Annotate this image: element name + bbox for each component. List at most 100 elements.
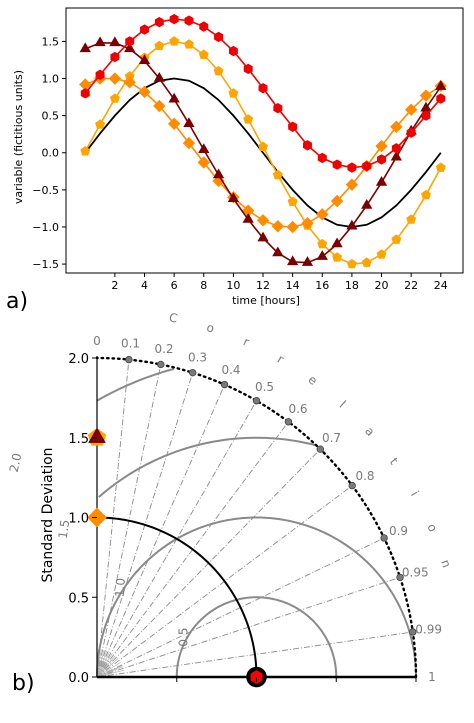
data-point (80, 88, 90, 99)
data-point (108, 72, 122, 85)
data-point (154, 40, 165, 51)
reference-point (246, 666, 267, 688)
data-point (214, 31, 224, 43)
data-point (361, 198, 373, 209)
data-point (242, 213, 254, 223)
data-point (390, 150, 402, 161)
outer-sd-arc (95, 356, 418, 679)
data-point (213, 65, 224, 76)
data-point (138, 85, 151, 99)
data-point (258, 141, 268, 152)
data-point (80, 146, 91, 156)
data-point (183, 117, 195, 128)
data-point (317, 238, 328, 249)
data-point (286, 220, 299, 234)
data-point (406, 214, 417, 224)
x-tick-label: 4 (141, 279, 148, 292)
data-point (125, 36, 135, 47)
panel-a-ylabel: variable (fictitious units) (12, 70, 25, 204)
data-point (228, 45, 238, 57)
data-point (436, 93, 446, 104)
data-point (79, 42, 91, 53)
correlation-tick-dot (380, 534, 388, 542)
series-reference (84, 77, 442, 228)
data-point (212, 168, 225, 179)
correlation-tick-label: 0.3 (188, 350, 207, 364)
correlation-tick-dot (220, 380, 229, 389)
x-tick-label: 22 (404, 279, 418, 292)
rms-contour-label: 0.5 (176, 628, 190, 647)
minor-correlation-ray (96, 651, 110, 678)
data-point (256, 214, 270, 227)
data-point (347, 162, 357, 173)
y-tick-label: −0.5 (32, 184, 59, 197)
data-point (197, 156, 210, 169)
x-tick-label: 8 (200, 279, 207, 292)
data-point (421, 110, 431, 121)
data-point (375, 139, 388, 153)
data-point (301, 256, 314, 266)
data-point (346, 258, 357, 269)
data-point (391, 143, 401, 154)
minor-correlation-ray (96, 661, 121, 678)
data-point (421, 189, 431, 200)
sd-tick-label: 2.0 (68, 352, 89, 367)
data-point (406, 127, 416, 138)
data-point (317, 152, 327, 164)
data-point (198, 143, 210, 154)
data-point (140, 24, 149, 35)
rms-contour (175, 596, 338, 678)
data-point (110, 51, 120, 63)
rms-contour (96, 516, 417, 678)
correlation-tick-label: 0.5 (255, 380, 274, 394)
rms-contour (98, 436, 316, 498)
correlation-tick-label: 0.2 (154, 342, 173, 356)
data-point (376, 249, 387, 259)
correlation-tick-dot (252, 397, 261, 405)
correlation-tick-dot (157, 360, 165, 369)
correlation-tick-label: 1 (428, 670, 436, 684)
sd-tick-label: 0.5 (68, 591, 89, 606)
data-point (199, 21, 209, 32)
data-point (184, 15, 194, 26)
sd-tick-label: 1.0 (68, 512, 89, 527)
y-tick-label: 0.5 (42, 110, 60, 123)
reference-sd-arc (96, 516, 258, 678)
taylor-point-triangle (88, 427, 106, 443)
correlation-title-letter: i (408, 489, 422, 499)
data-point (109, 93, 120, 103)
data-point (138, 54, 151, 64)
data-point (109, 36, 121, 47)
correlation-title-letter: t (387, 455, 401, 467)
x-tick-label: 2 (111, 279, 118, 292)
correlation-tick-label: 0.6 (288, 402, 307, 416)
minor-correlation-ray (96, 658, 119, 678)
data-point (123, 76, 136, 89)
data-point (404, 103, 418, 116)
data-point (169, 36, 180, 46)
data-point (168, 92, 180, 103)
data-point (361, 257, 372, 267)
series-line (84, 77, 442, 228)
correlation-tick-dot (396, 573, 404, 582)
correlation-title-letter: r (275, 352, 286, 367)
correlation-tick-label: 0.99 (415, 623, 442, 637)
panel-b-taylor-diagram: 0.00.51.01.52.00 0.1 0.20.30.40.50.60.70.8… (7, 310, 454, 696)
data-point (316, 208, 329, 221)
panel-a-plot-frame (65, 7, 464, 274)
data-point (183, 39, 194, 49)
correlation-title-letter: e (306, 372, 320, 388)
rms-contour-label: 1.5 (56, 519, 73, 540)
data-point (287, 255, 299, 266)
minor-correlation-ray (96, 655, 116, 678)
x-tick-label: 10 (226, 279, 240, 292)
correlation-tick-label: 0.95 (402, 565, 429, 579)
correlation-title-letter: o (205, 320, 216, 336)
data-point (95, 69, 105, 80)
series-triangle (79, 36, 447, 266)
rms-contour-label: 2.0 (7, 452, 25, 474)
panel-a-label: a) (6, 289, 28, 314)
correlation-title-letter: n (438, 558, 454, 570)
data-point (375, 175, 388, 186)
